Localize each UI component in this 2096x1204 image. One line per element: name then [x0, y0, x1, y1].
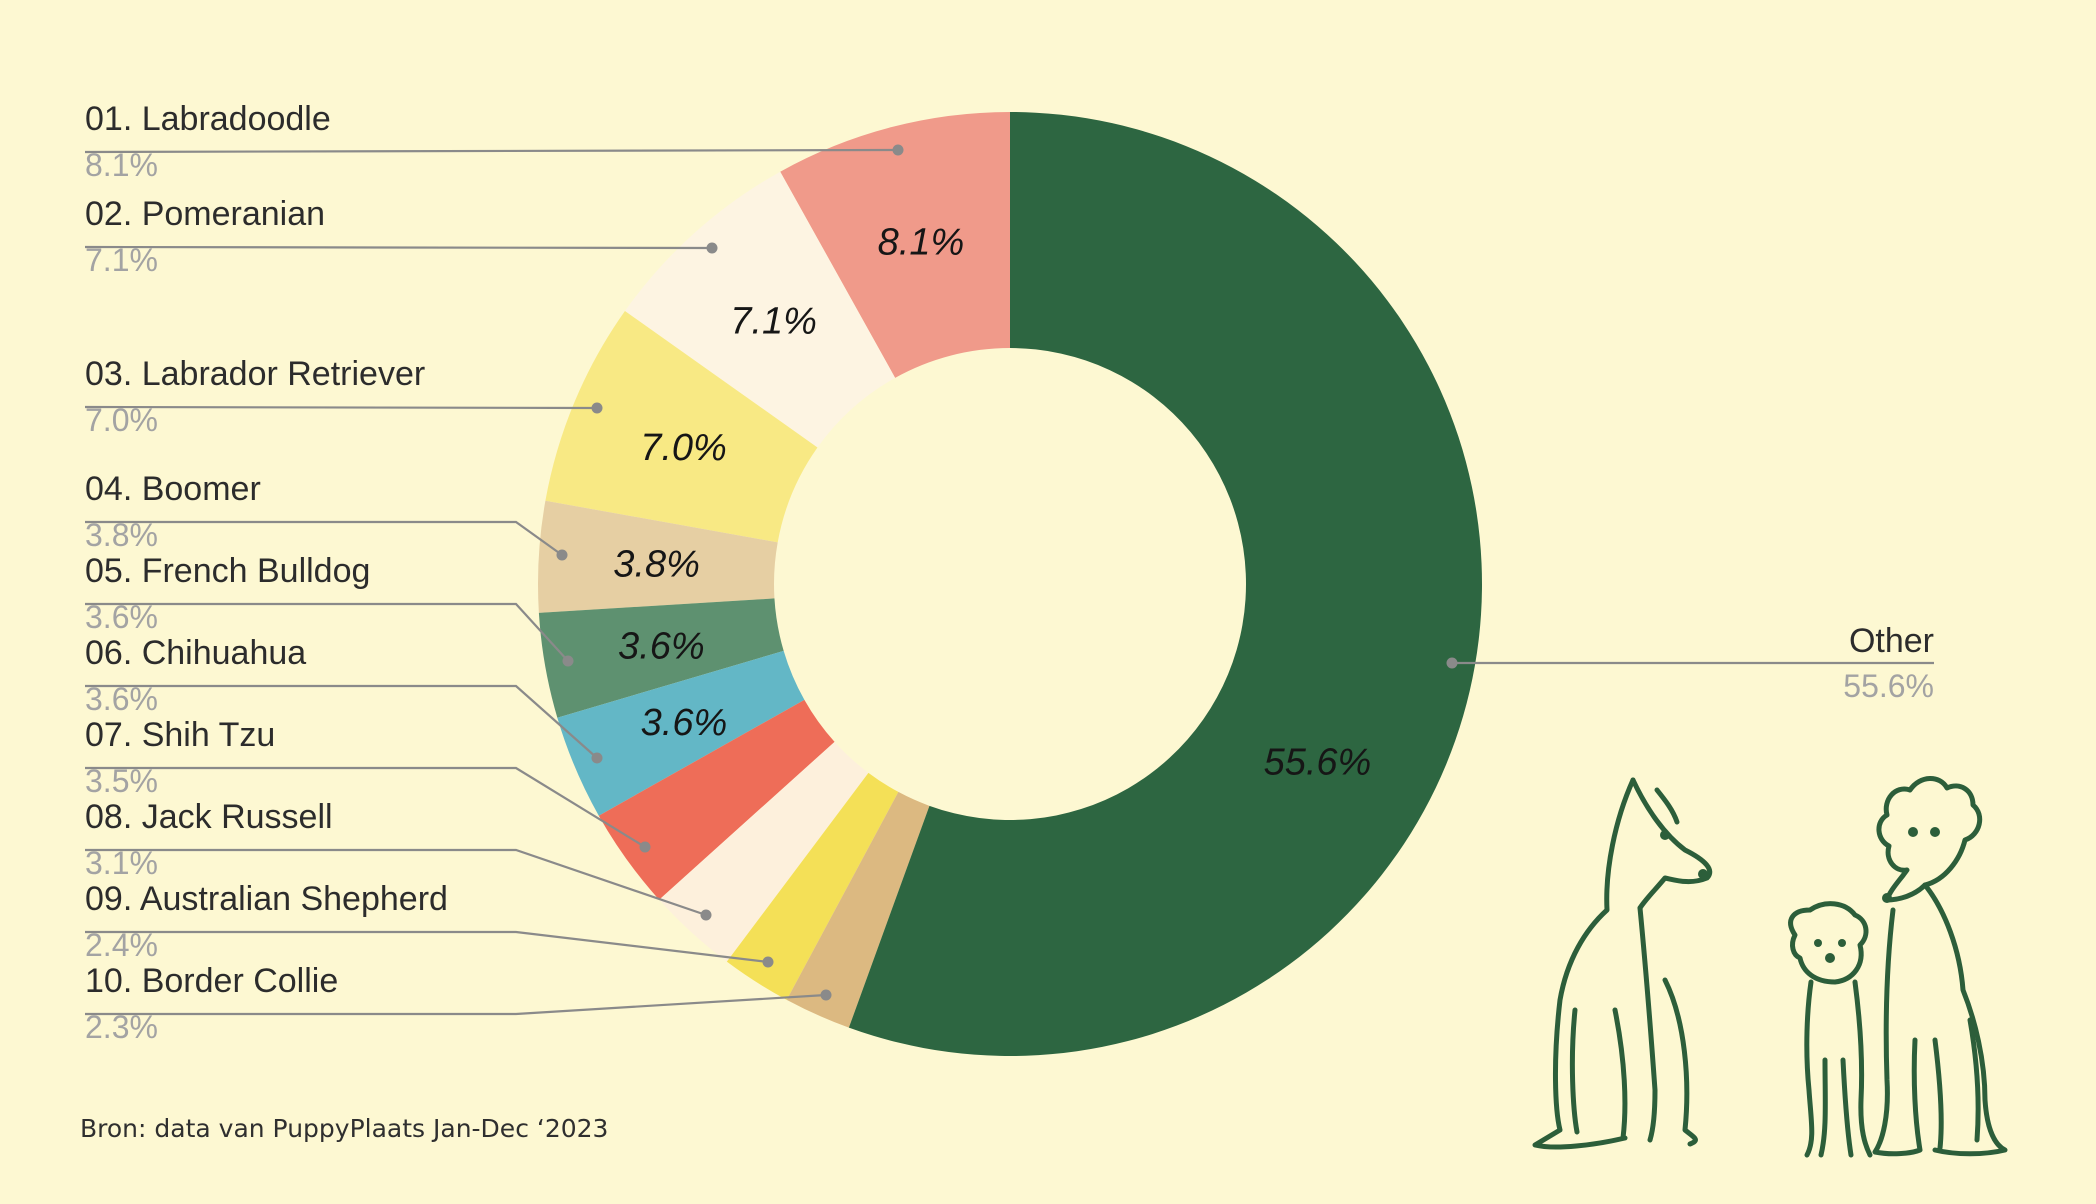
- legend-value-jack-russell: 3.1%: [85, 845, 158, 881]
- leader-dot-labrador-retriever: [591, 402, 603, 414]
- curly-dog-body: [1922, 882, 2008, 1157]
- leader-line-labrador-retriever: [84, 405, 598, 410]
- leader-line-shih-tzu: [85, 766, 646, 848]
- small-dog-body: [1804, 979, 1873, 1158]
- legend-name-pomeranian: 02. Pomeranian: [85, 195, 325, 233]
- legend-name-other: Other: [1849, 622, 1934, 660]
- slice-label-labrador-retriever: 7.0%: [640, 427, 727, 469]
- legend-name-labradoodle: 01. Labradoodle: [85, 100, 331, 138]
- left-dog-outline: [1532, 777, 1636, 1150]
- slice-label-chihuahua: 3.6%: [641, 702, 728, 744]
- leader-dot-shih-tzu: [639, 841, 651, 853]
- curly-dog-legs: [1932, 1017, 1981, 1151]
- small-dog-eye-left: [1814, 939, 1822, 947]
- leader-dot-chihuahua: [591, 752, 603, 764]
- leader-line-jack-russell: [85, 848, 707, 917]
- slice-french-bulldog: [538, 598, 784, 718]
- leader-dot-border-collie: [820, 989, 832, 1001]
- legend-value-labradoodle: 8.1%: [85, 147, 158, 183]
- legend: 01. Labradoodle 8.1% 02. Pomeranian 7.1% 03.…: [85, 100, 1934, 1045]
- slice-label-labradoodle: 8.1%: [878, 221, 965, 263]
- slice-label-pomeranian: 7.1%: [730, 301, 817, 343]
- legend-name-boomer: 04. Boomer: [85, 470, 261, 508]
- slice-other: [848, 112, 1483, 1056]
- slice-shih-tzu: [598, 699, 835, 900]
- leader-dot-pomeranian: [706, 242, 718, 254]
- small-dog-nose: [1825, 953, 1835, 963]
- small-dog-head: [1788, 901, 1869, 985]
- small-dog-eye-right: [1838, 939, 1846, 947]
- leader-dot-jack-russell: [700, 909, 712, 921]
- slice-boomer: [538, 500, 778, 613]
- slice-jack-russell: [659, 741, 869, 962]
- curly-dog-eye-right: [1930, 827, 1940, 837]
- leader-line-border-collie: [85, 993, 827, 1016]
- legend-name-jack-russell: 08. Jack Russell: [85, 798, 333, 836]
- slice-labrador-retriever: [545, 311, 818, 543]
- left-dog-legs: [1569, 977, 1698, 1147]
- leader-dot-labradoodle: [892, 144, 904, 156]
- left-dog-eye: [1660, 830, 1670, 840]
- legend-name-labrador-retriever: 03. Labrador Retriever: [85, 355, 425, 393]
- legend-name-border-collie: 10. Border Collie: [85, 962, 338, 1000]
- small-dog-legs: [1818, 1057, 1854, 1158]
- leader-dot-australian-shepherd: [762, 956, 774, 968]
- legend-value-shih-tzu: 3.5%: [85, 763, 158, 799]
- leader-line-french-bulldog: [85, 602, 569, 662]
- leader-dot-french-bulldog: [562, 655, 574, 667]
- curly-dog-front: [1872, 907, 1923, 1157]
- left-dog-chest: [1637, 905, 1658, 1143]
- source-note: Bron: data van PuppyPlaats Jan-Dec ‘2023: [80, 1114, 609, 1143]
- slice-labradoodle: [780, 112, 1010, 378]
- leader-line-australian-shepherd: [85, 930, 769, 964]
- left-dog-head: [1630, 777, 1713, 911]
- slice-pomeranian: [624, 171, 896, 448]
- slice-label-other: 55.6%: [1264, 742, 1372, 784]
- legend-value-border-collie: 2.3%: [85, 1009, 158, 1045]
- curly-dog-nose: [1882, 893, 1892, 903]
- slice-value-labels: 8.1% 7.1% 7.0% 3.8% 3.6% 3.6% 55.6%: [613, 221, 1371, 783]
- slice-chihuahua: [557, 650, 805, 816]
- slice-australian-shepherd: [726, 772, 899, 1000]
- legend-name-australian-shepherd: 09. Australian Shepherd: [85, 880, 448, 918]
- legend-value-labrador-retriever: 7.0%: [85, 402, 158, 438]
- legend-value-chihuahua: 3.6%: [85, 681, 158, 717]
- leader-line-labradoodle: [84, 148, 899, 154]
- leader-lines: [84, 144, 1934, 1016]
- legend-value-australian-shepherd: 2.4%: [85, 927, 158, 963]
- leader-line-boomer: [85, 520, 563, 556]
- slice-label-french-bulldog: 3.6%: [618, 625, 705, 667]
- three-dogs-illustration: [1532, 776, 2008, 1158]
- curly-dog-eye-left: [1908, 827, 1918, 837]
- legend-name-french-bulldog: 05. French Bulldog: [85, 552, 370, 590]
- leader-dot-boomer: [556, 549, 568, 561]
- legend-value-other: 55.6%: [1843, 668, 1934, 704]
- legend-name-chihuahua: 06. Chihuahua: [85, 634, 306, 672]
- donut-slices: [538, 112, 1483, 1056]
- legend-value-pomeranian: 7.1%: [85, 242, 158, 278]
- leader-line-chihuahua: [85, 684, 598, 759]
- legend-value-boomer: 3.8%: [85, 517, 158, 553]
- left-dog-nose: [1698, 869, 1708, 879]
- legend-name-shih-tzu: 07. Shih Tzu: [85, 716, 275, 754]
- leader-line-pomeranian: [84, 245, 713, 250]
- left-dog-ear: [1654, 787, 1680, 825]
- curly-dog-head: [1876, 776, 1983, 903]
- legend-value-french-bulldog: 3.6%: [85, 599, 158, 635]
- slice-border-collie: [786, 791, 930, 1028]
- slice-label-boomer: 3.8%: [613, 543, 700, 585]
- leader-dot-other: [1446, 657, 1458, 669]
